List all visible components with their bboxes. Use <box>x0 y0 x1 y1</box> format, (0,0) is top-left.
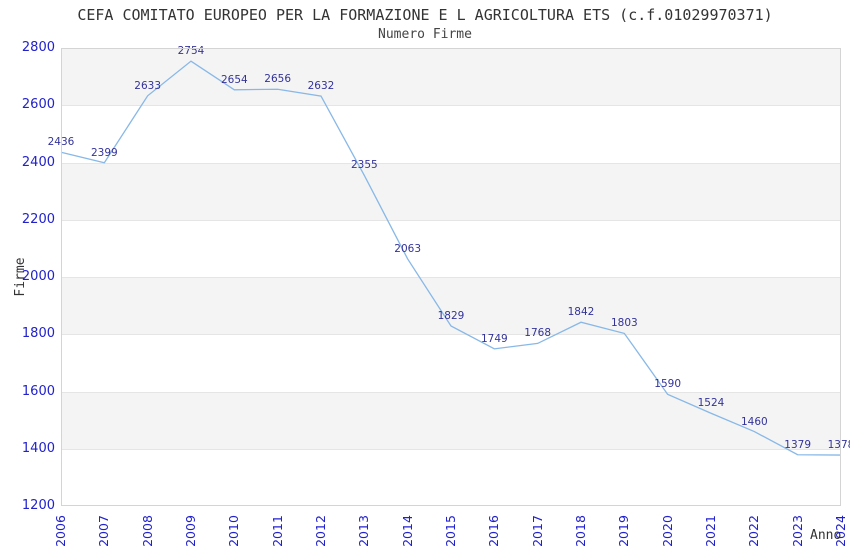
grid-band <box>61 48 841 106</box>
grid-band <box>61 277 841 335</box>
data-label: 1378 <box>827 439 850 452</box>
y-tick-label: 1200 <box>21 498 55 513</box>
x-tick-label: 2013 <box>356 515 372 547</box>
data-label: 2633 <box>134 79 162 92</box>
data-label: 2355 <box>350 159 378 172</box>
x-tick-label: 2014 <box>399 515 415 547</box>
grid-band <box>61 105 841 163</box>
y-tick-label: 1800 <box>21 326 55 342</box>
x-tick-label: 2019 <box>616 515 632 547</box>
x-tick-label: 2024 <box>833 515 848 547</box>
x-tick-label: 2012 <box>313 515 328 547</box>
data-label: 1803 <box>610 317 638 330</box>
y-tick-label: 2800 <box>21 40 55 55</box>
x-tick-label: 2015 <box>443 515 458 547</box>
x-axis-label: Anno <box>810 528 842 543</box>
grid-band <box>61 448 841 506</box>
y-tick-label: 1400 <box>21 440 55 456</box>
x-tick-label: 2009 <box>183 515 198 547</box>
y-tick-label: 2000 <box>21 269 55 284</box>
data-label: 2632 <box>307 80 335 93</box>
grid-band <box>61 162 841 220</box>
plot-area: 2436 2399 2633 2754 2654 2656 2632 2355 2063 1829… <box>48 45 850 506</box>
data-label: 1749 <box>480 332 508 345</box>
x-tick-label: 2018 <box>573 515 588 547</box>
data-label: 1590 <box>654 378 682 391</box>
data-label: 2654 <box>220 73 248 86</box>
gridline <box>61 162 841 164</box>
x-tick-label: 2008 <box>139 515 155 547</box>
y-tick-label: 1600 <box>21 383 55 399</box>
x-tick-label: 2023 <box>789 515 805 547</box>
y-tick-label: 2400 <box>21 154 55 170</box>
x-tick-label: 2010 <box>226 515 242 547</box>
data-label: 1842 <box>567 306 595 319</box>
data-label: 2399 <box>90 146 118 159</box>
grid-band <box>61 391 841 449</box>
grid-band <box>61 334 841 392</box>
gridline <box>61 391 841 393</box>
data-label: 1768 <box>524 327 552 340</box>
x-tick-label: 2006 <box>53 515 68 547</box>
chart-subtitle: Numero Firme <box>378 27 472 42</box>
data-label: 1379 <box>784 438 812 451</box>
chart-title: CEFA COMITATO EUROPEO PER LA FORMAZIONE … <box>77 6 773 24</box>
line-series <box>60 60 842 456</box>
x-tick-label: 2007 <box>96 515 112 547</box>
data-label: 2436 <box>47 136 75 149</box>
gridline <box>61 105 841 107</box>
x-tick-label: 2021 <box>703 515 718 547</box>
x-tick-label: 2020 <box>659 515 675 547</box>
y-tick-label: 2600 <box>21 97 55 113</box>
y-tick-label: 2200 <box>21 211 55 227</box>
x-tick-label: 2011 <box>269 515 285 547</box>
gridline <box>61 277 841 278</box>
data-label: 1460 <box>740 415 768 428</box>
gridline <box>61 448 841 450</box>
series-svg <box>60 60 842 456</box>
data-label: 2754 <box>177 45 205 58</box>
x-tick-label: 2016 <box>486 515 502 547</box>
data-label: 1524 <box>697 397 725 410</box>
data-label: 2656 <box>264 73 292 86</box>
data-label: 2063 <box>394 242 422 255</box>
x-tick-label: 2017 <box>529 515 545 547</box>
gridline <box>61 219 841 221</box>
gridline <box>61 334 841 336</box>
data-label: 1829 <box>437 309 465 322</box>
grid-band <box>61 219 841 277</box>
x-tick-label: 2022 <box>746 515 762 547</box>
